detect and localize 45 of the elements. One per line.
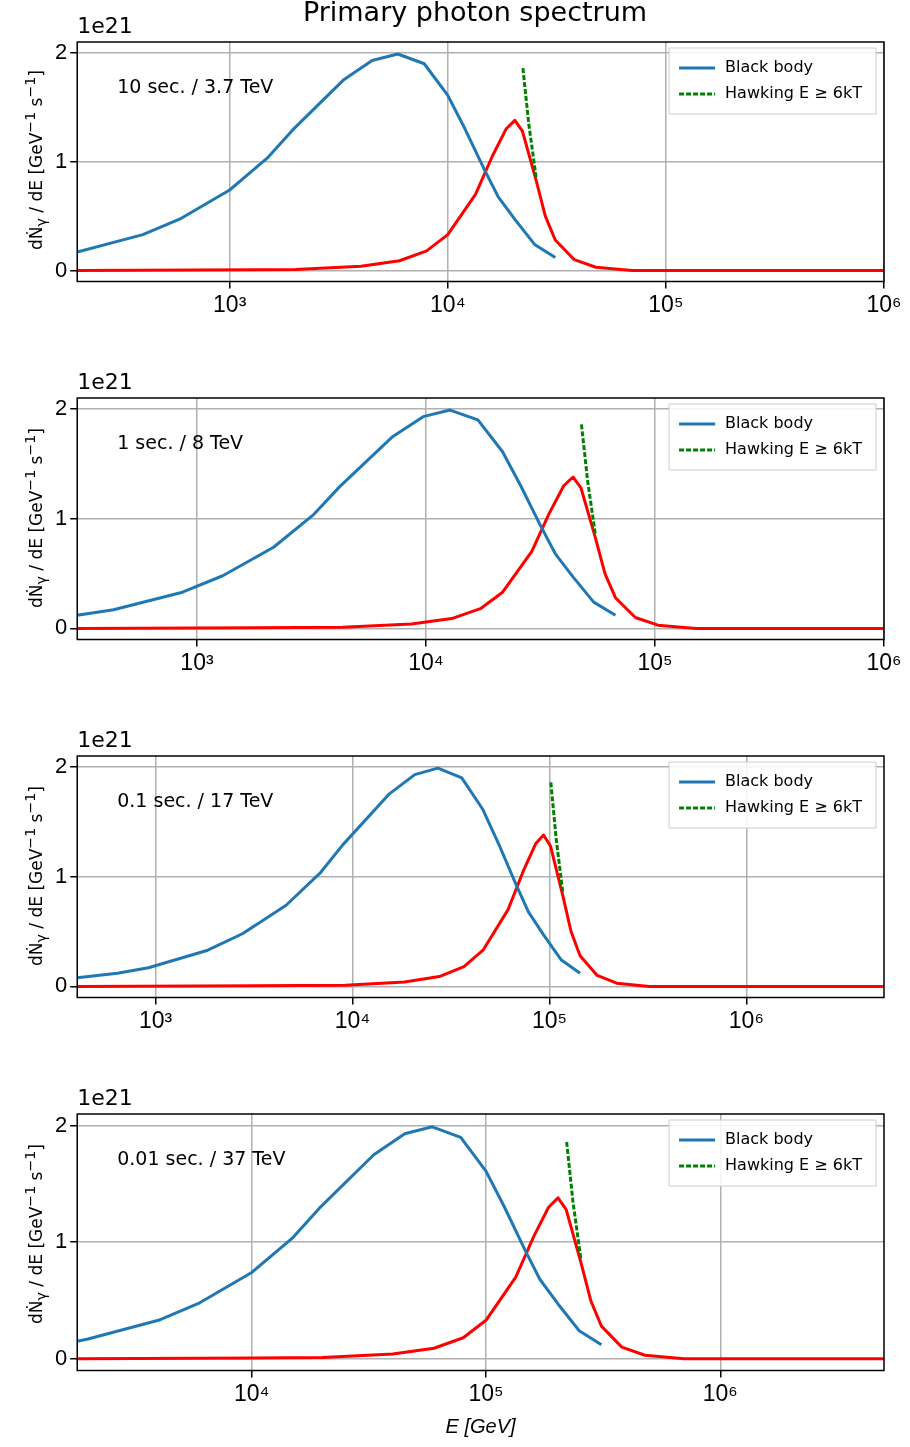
y-tick-label: 2 — [54, 753, 68, 779]
y-tick-label: 0 — [54, 614, 68, 640]
chart-title: Primary photon spectrum — [302, 0, 648, 27]
text: 1e21 — [77, 1084, 133, 1110]
y-tick-label: 1 — [54, 1228, 68, 1254]
y-tick-label: 2 — [54, 395, 68, 421]
legend-label: Hawking E ≥ 6kT — [725, 439, 863, 459]
x-axis-title: E [GeV] — [445, 1414, 517, 1437]
text: 1e21 — [77, 12, 133, 38]
legend-label: Hawking E ≥ 6kT — [725, 797, 863, 817]
x-tick-label: 10⁵ — [468, 1379, 504, 1406]
legend-label: Black body — [725, 771, 814, 791]
annotation: 1 sec. / 8 TeV — [117, 430, 244, 453]
x-tick-label: 10⁴ — [334, 1006, 371, 1033]
y-tick-label: 0 — [54, 256, 68, 282]
x-tick-label: 10⁶ — [866, 648, 902, 675]
text: 1e21 — [77, 726, 133, 752]
y-tick-label: 0 — [54, 972, 68, 998]
x-tick-label: 10⁶ — [728, 1006, 764, 1033]
x-tick-label: 10⁶ — [866, 290, 902, 317]
x-tick-label: 10³ — [138, 1006, 173, 1033]
y-tick-label: 2 — [54, 1111, 68, 1137]
x-tick-label: 10⁴ — [408, 648, 444, 675]
x-tick-label: 10³ — [180, 648, 214, 675]
x-tick-label: 10⁴ — [233, 1379, 270, 1406]
legend-label: Hawking E ≥ 6kT — [725, 83, 863, 103]
x-tick-label: 10⁵ — [531, 1006, 567, 1033]
legend-label: Black body — [725, 1129, 814, 1149]
x-tick-label: 10³ — [213, 290, 247, 317]
y-tick-label: 2 — [54, 38, 68, 64]
legend-label: Black body — [725, 413, 814, 433]
x-tick-label: 10⁵ — [637, 648, 673, 675]
x-tick-label: 10⁵ — [648, 290, 684, 317]
legend-label: Black body — [725, 57, 814, 77]
y-tick-label: 1 — [54, 504, 68, 530]
annotation: 10 sec. / 3.7 TeV — [117, 74, 274, 97]
x-tick-label: 10⁶ — [702, 1379, 738, 1406]
annotation: 0.1 sec. / 17 TeV — [117, 788, 274, 811]
x-tick-label: 10⁴ — [430, 290, 466, 317]
y-tick-label: 0 — [54, 1344, 68, 1370]
text: 1e21 — [77, 368, 133, 394]
y-tick-label: 1 — [54, 147, 68, 173]
annotation: 0.01 sec. / 37 TeV — [117, 1146, 286, 1169]
legend-label: Hawking E ≥ 6kT — [725, 1155, 863, 1175]
y-tick-label: 1 — [54, 862, 68, 888]
